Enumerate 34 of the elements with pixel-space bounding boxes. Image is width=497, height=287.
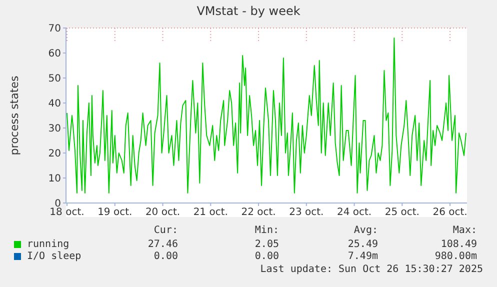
x-tick-label: 18 oct. <box>50 207 84 218</box>
x-tick-label: 26 oct. <box>432 207 468 218</box>
legend-label: running <box>27 239 70 250</box>
y-tick-label: 50 <box>48 74 61 85</box>
x-tick-label: 25 oct. <box>384 207 420 218</box>
x-tick-label: 21 oct. <box>193 207 228 218</box>
x-tick-label: 23 oct. <box>289 207 324 218</box>
text: 27.46 <box>146 239 178 250</box>
text: Cur: <box>152 225 178 236</box>
x-tick-label: 20 oct. <box>145 207 180 218</box>
text: Avg: <box>352 225 378 236</box>
y-tick-label: 30 <box>48 124 61 135</box>
x-tick-label: 19 oct. <box>98 207 132 218</box>
text: Max: <box>452 225 477 236</box>
text: 2.05 <box>254 239 279 250</box>
text: 7.49m <box>346 251 378 262</box>
text: 108.49 <box>440 239 477 250</box>
text: 0.00 <box>254 251 279 262</box>
text: 980.00m <box>434 251 477 262</box>
y-axis-title: process states <box>8 76 21 156</box>
y-tick-label: 70 <box>48 24 61 35</box>
y-tick-label: 10 <box>48 174 61 185</box>
y-tick-label: 40 <box>48 98 61 110</box>
y-tick-label: 20 <box>48 148 61 160</box>
text: Last update: Sun Oct 26 15:30:27 2025 <box>259 264 483 275</box>
y-tick-label: 60 <box>48 48 61 60</box>
text: Min: <box>254 225 279 236</box>
text: 25.49 <box>346 239 378 250</box>
chart-title: VMstat - by week <box>196 4 302 18</box>
line-series <box>66 38 466 194</box>
x-tick-label: 24 oct. <box>336 207 372 218</box>
text: 0.00 <box>152 251 178 262</box>
legend-label: I/O sleep <box>27 251 82 262</box>
x-tick-label: 22 oct. <box>241 207 276 218</box>
